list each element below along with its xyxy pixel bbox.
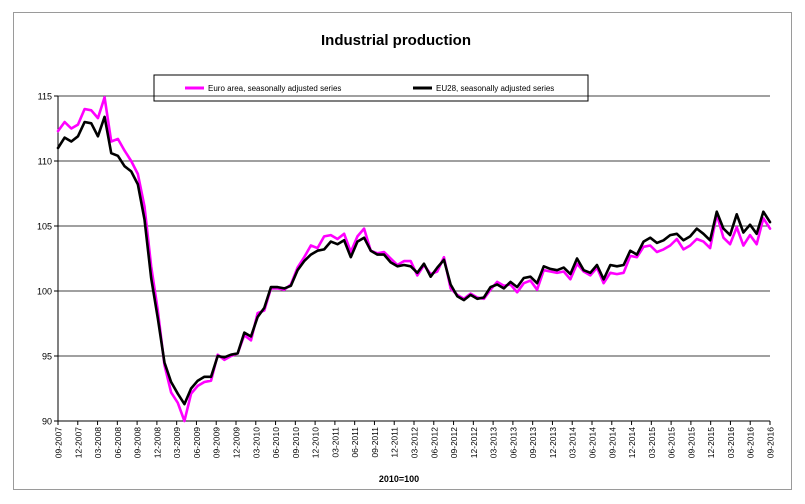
legend-label-eu28: EU28, seasonally adjusted series [436, 84, 554, 93]
x-tick-label: 09-2008 [133, 427, 143, 458]
chart-title: Industrial production [321, 32, 471, 49]
chart-frame: Industrial production Euro area, seasona… [13, 12, 792, 490]
x-tick-label: 09-2016 [766, 427, 776, 458]
x-tick-label: 03-2014 [568, 427, 578, 458]
x-tick-label: 03-2012 [410, 427, 420, 458]
x-tick-label: 06-2009 [192, 427, 202, 458]
y-tick-label: 100 [37, 287, 52, 297]
x-tick-label: 09-2010 [291, 427, 301, 458]
x-tick-label: 12-2011 [390, 427, 400, 458]
x-tick-label: 09-2013 [528, 427, 538, 458]
x-tick-label: 12-2012 [469, 427, 479, 458]
x-tick-label: 06-2016 [746, 427, 756, 458]
x-tick-label: 12-2007 [73, 427, 83, 458]
series-lines [56, 96, 772, 423]
x-tick-label: 12-2009 [232, 427, 242, 458]
y-tick-label: 105 [37, 222, 52, 232]
line-chart: Industrial production Euro area, seasona… [37, 32, 776, 484]
x-tick-label: 09-2007 [54, 427, 64, 458]
x-tick-label: 03-2015 [647, 427, 657, 458]
x-tick-label: 09-2014 [607, 427, 617, 458]
x-tick-label: 06-2011 [350, 427, 360, 458]
x-tick-label: 06-2015 [667, 427, 677, 458]
x-tick-label: 09-2009 [212, 427, 222, 458]
legend: Euro area, seasonally adjusted series EU… [153, 74, 589, 102]
x-tick-label: 06-2013 [508, 427, 518, 458]
x-tick-label: 03-2010 [251, 427, 261, 458]
y-tick-label: 110 [38, 157, 52, 167]
x-tick-label: 09-2015 [686, 427, 696, 458]
gridlines [58, 95, 770, 357]
x-tick-label: 03-2016 [726, 427, 736, 458]
y-axis: 90 95 100 105 110 115 [37, 92, 59, 427]
x-tick-label: 12-2015 [706, 427, 716, 458]
y-tick-label: 115 [38, 92, 52, 102]
x-axis-label: 2010=100 [379, 474, 419, 484]
x-tick-label: 03-2008 [93, 427, 103, 458]
legend-label-euro-area: Euro area, seasonally adjusted series [208, 84, 341, 93]
series-line-eu28 [56, 115, 772, 406]
x-tick-label: 12-2008 [152, 427, 162, 458]
x-tick-label: 06-2014 [588, 427, 598, 458]
y-tick-label: 95 [42, 352, 52, 362]
series-line-euro-area [56, 96, 772, 423]
x-tick-label: 12-2013 [548, 427, 558, 458]
x-tick-label: 06-2008 [113, 427, 123, 458]
legend-box [153, 74, 589, 102]
x-tick-label: 09-2012 [449, 427, 459, 458]
x-tick-label: 09-2011 [370, 427, 380, 458]
x-tick-label: 03-2009 [172, 427, 182, 458]
x-tick-label: 06-2010 [271, 427, 281, 458]
y-tick-label: 90 [42, 417, 52, 427]
x-tick-label: 12-2010 [311, 427, 321, 458]
x-tick-label: 06-2012 [429, 427, 439, 458]
x-tick-label: 03-2011 [330, 427, 340, 458]
x-tick-label: 03-2013 [489, 427, 499, 458]
x-tick-label: 12-2014 [627, 427, 637, 458]
x-axis: 09-2007 12-2007 03-2008 06-2008 09-2008 12-20… [54, 420, 776, 458]
